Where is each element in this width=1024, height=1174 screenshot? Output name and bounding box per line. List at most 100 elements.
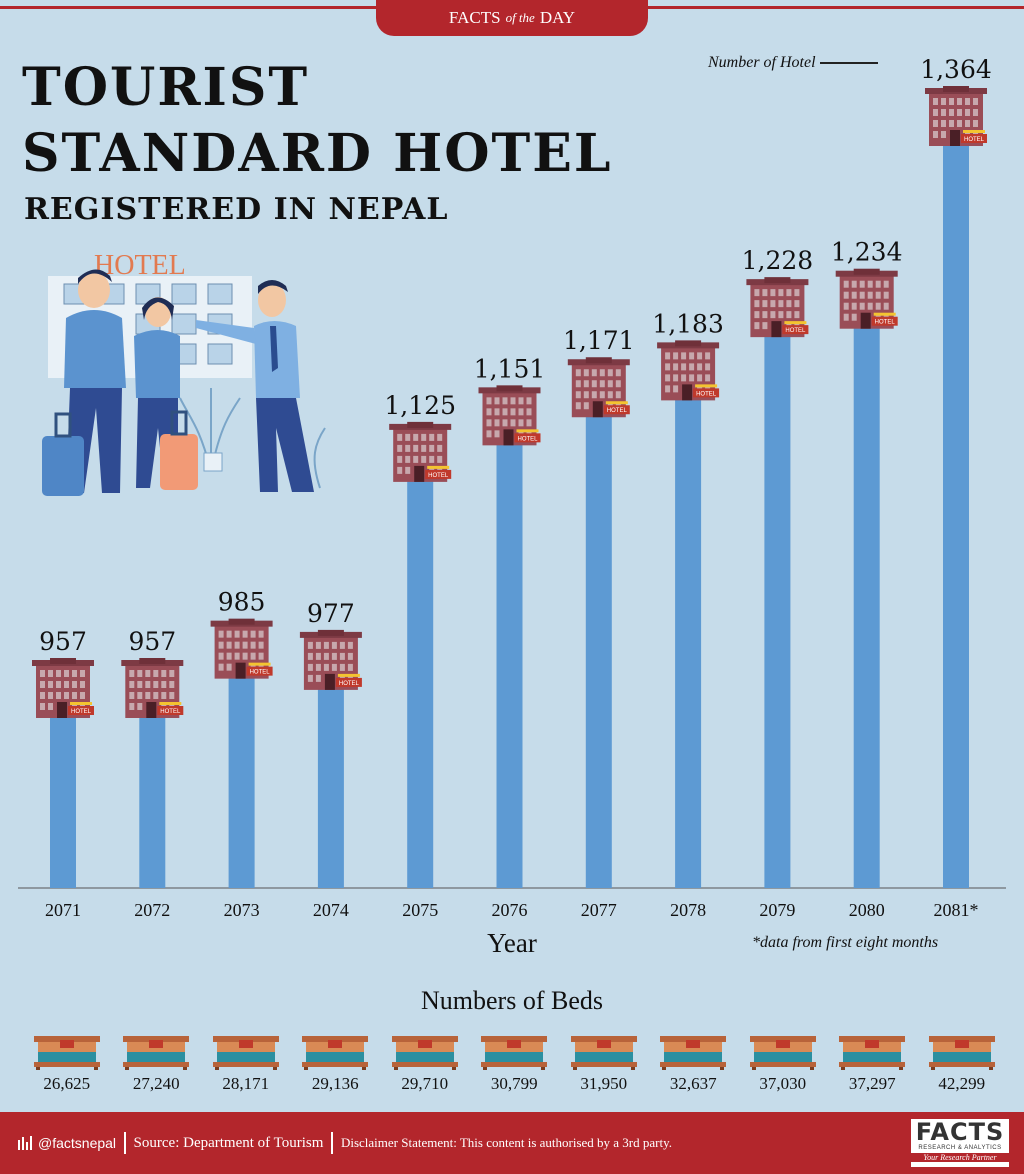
bed-icon [928,1036,995,1070]
bed-count: 29,136 [311,1074,359,1093]
facts-logo: FACTS RESEARCH & ANALYTICS Your Research… [910,1118,1010,1168]
tick-label: 2080 [849,900,885,920]
bar-2075 [407,479,434,888]
tick-label: 2079 [759,900,795,920]
tick-label: 2071 [45,900,81,920]
bar-2074 [317,687,344,888]
receptionist-icon [196,280,314,492]
bed-item: 29,136 [291,1034,381,1094]
bed-icon [33,1036,100,1070]
tick-label: 2073 [224,900,260,920]
tick-label: 2074 [313,900,349,920]
svg-text:HOTEL: HOTEL [785,328,806,334]
bed-item: 37,030 [738,1034,828,1094]
bed-count: 31,950 [580,1074,628,1093]
banner-word-day: DAY [539,8,576,27]
bed-icon [302,1036,369,1070]
tick-label: 2076 [492,900,528,920]
value-label: 1,364 [920,55,992,84]
legend-label: Number of Hotel [708,54,816,71]
hotel-building-icon: HOTEL [210,618,273,679]
svg-text:HOTEL: HOTEL [71,709,92,715]
bed-icon [123,1036,190,1070]
footer-divider [124,1132,126,1154]
bar-2073 [228,676,255,888]
bed-count: 29,710 [401,1074,449,1093]
bed-count: 42,299 [938,1074,986,1093]
source-text: Source: Department of Tourism [133,1134,324,1151]
bed-icon [570,1036,637,1070]
bed-count: 27,240 [132,1074,180,1093]
bar-2078 [675,398,702,888]
logo-subtext: RESEARCH & ANALYTICS [918,1145,1002,1151]
logo-tagline: Your Research Partner [911,1153,1009,1162]
facts-of-the-day-banner: FACTS of the DAY [376,0,648,36]
legend-line [819,62,878,64]
bed-icon [749,1036,816,1070]
social-handle[interactable]: @factsnepal [18,1135,116,1151]
svg-text:HOTEL: HOTEL [607,408,628,414]
value-label: 1,183 [652,309,724,338]
value-label: 1,125 [384,391,456,420]
bed-item: 31,950 [559,1034,649,1094]
bed-item: 30,799 [470,1034,560,1094]
svg-text:HOTEL: HOTEL [160,709,181,715]
tick-label: 2077 [581,900,617,920]
hotel-building-icon: HOTEL [121,658,184,718]
hotel-building-icon: HOTEL [657,340,720,401]
banner-word-facts: FACTS [448,8,501,27]
bed-count: 32,637 [669,1074,717,1093]
x-axis-title: Year [487,928,537,958]
bar-chart-icon [18,1136,32,1150]
bed-count: 37,030 [759,1074,807,1093]
chart-legend: Number of Hotel [708,54,878,72]
bed-item: 26,625 [22,1034,112,1094]
bed-count: 28,171 [222,1074,270,1093]
beds-row: 26,625 27,240 28,171 29,136 29,710 30,799 31,9… [22,1034,1012,1094]
bed-icon [391,1036,458,1070]
hotel-building-icon: HOTEL [746,277,809,338]
hotel-reception-illustration: HOTEL [42,250,326,496]
page-subtitle: REGISTERED IN NEPAL [24,192,449,227]
logo-text: FACTS [915,1118,1005,1146]
hotel-building-icon: HOTEL [299,629,362,690]
blue-suitcase-icon [42,412,84,496]
value-label: 1,151 [474,354,546,383]
tick-label: 2075 [402,900,438,920]
bed-count: 30,799 [490,1074,538,1093]
bed-item: 32,637 [649,1034,739,1094]
tick-label: 2072 [134,900,170,920]
hotel-building-icon: HOTEL [389,421,452,482]
hotel-building-icon: HOTEL [835,268,898,329]
bed-icon [839,1036,906,1070]
bar-2072 [139,716,166,888]
bed-count: 26,625 [43,1074,91,1093]
footer-divider [331,1132,333,1154]
svg-text:HOTEL: HOTEL [428,473,449,479]
beds-section-title: Numbers of Beds [421,986,603,1015]
hotel-building-icon: HOTEL [478,385,541,446]
man-traveler-icon [64,269,126,493]
disclaimer-text: Disclaimer Statement: This content is au… [340,1135,672,1150]
bar-2081* [943,144,969,888]
bar-2076 [496,443,523,888]
bed-item: 37,297 [828,1034,918,1094]
bar-2079 [764,335,791,888]
value-label: 985 [218,588,266,617]
bed-icon [212,1036,279,1070]
svg-text:HOTEL: HOTEL [964,137,985,143]
hotel-building-icon: HOTEL [567,357,630,418]
hotel-building-icon: HOTEL [925,86,987,146]
value-label: 977 [307,599,355,628]
bar-2071 [50,716,76,888]
value-label: 957 [39,627,87,656]
svg-text:HOTEL: HOTEL [517,436,538,442]
hotel-building-icon: HOTEL [32,658,94,718]
chart-footnote: *data from first eight months [752,934,939,951]
bed-icon [481,1036,548,1070]
bar-2080 [853,326,880,888]
bed-item: 29,710 [380,1034,470,1094]
value-label: 1,234 [831,238,903,267]
value-label: 1,171 [563,326,635,355]
bar-2077 [585,415,612,888]
